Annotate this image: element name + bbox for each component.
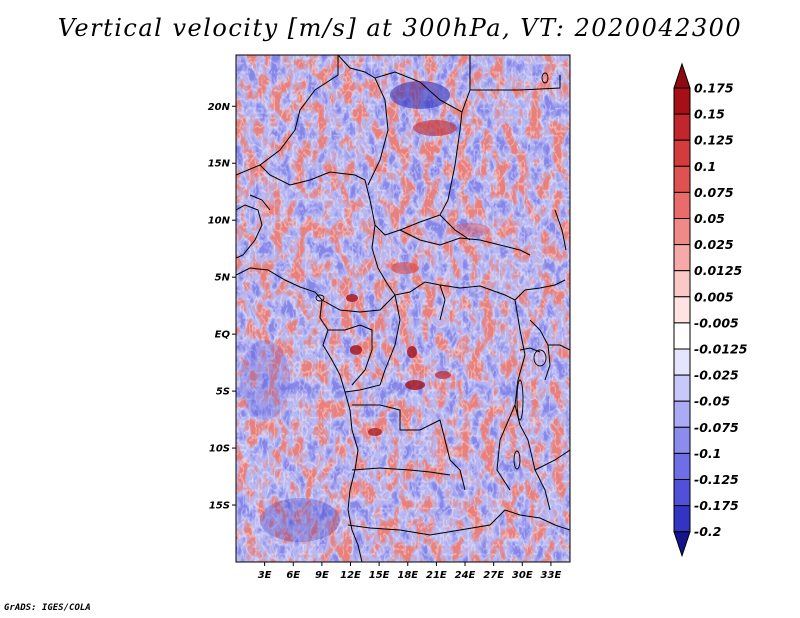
velocity-field bbox=[236, 55, 570, 562]
colorbar-bin bbox=[673, 322, 691, 350]
colorbar-bin bbox=[673, 479, 691, 507]
lat-tick-label: 15S bbox=[209, 501, 230, 512]
colorbar-bin bbox=[673, 191, 691, 219]
colorbar-label: -0.1 bbox=[694, 446, 721, 461]
lon-tick-label: 30E bbox=[512, 570, 533, 581]
lat-tick-label: 10S bbox=[209, 444, 230, 455]
map-frame bbox=[235, 54, 571, 563]
lat-tick-label: 5S bbox=[216, 387, 230, 398]
lon-tick-label: 24E bbox=[455, 570, 476, 581]
colorbar: 0.175 0.15 0.125 0.1 0.075 0.05 0.025 0.0125 0.0… bbox=[673, 62, 748, 558]
colorbar-label: -0.025 bbox=[694, 368, 739, 383]
colorbar-label: -0.2 bbox=[694, 524, 721, 539]
lon-tick-label: 3E bbox=[258, 570, 272, 581]
colorbar-bin bbox=[673, 113, 691, 141]
colorbar-label: 0.05 bbox=[694, 211, 725, 226]
colorbar-bin bbox=[673, 505, 691, 533]
lat-tick-label: 20N bbox=[208, 102, 231, 113]
colorbar-label: 0.1 bbox=[694, 159, 716, 174]
lon-tick-label: 21E bbox=[426, 570, 447, 581]
lat-tick-label: 10N bbox=[208, 216, 231, 227]
colorbar-bin bbox=[673, 87, 691, 115]
lon-tick-label: 15E bbox=[369, 570, 390, 581]
colorbar-label: -0.175 bbox=[694, 498, 739, 513]
colorbar-label: 0.0125 bbox=[694, 263, 743, 278]
colorbar-label: 0.025 bbox=[694, 237, 734, 252]
country-borders bbox=[236, 55, 570, 562]
longitude-axis: 3E 6E 9E 12E 15E 18E 21E 24E 27E 30E 33E bbox=[258, 562, 562, 581]
colorbar-bin bbox=[673, 244, 691, 272]
colorbar-bin bbox=[673, 426, 691, 454]
colorbar-label: 0.125 bbox=[694, 133, 734, 148]
colorbar-top-arrow bbox=[673, 62, 691, 89]
lat-tick-label: 15N bbox=[208, 159, 231, 170]
grads-credit: GrADS: IGES/COLA bbox=[4, 603, 91, 613]
colorbar-bin bbox=[673, 374, 691, 402]
lakes bbox=[315, 72, 549, 470]
lon-tick-label: 9E bbox=[315, 570, 329, 581]
colorbar-bin bbox=[673, 400, 691, 428]
colorbar-bin bbox=[673, 270, 691, 298]
colorbar-label: 0.005 bbox=[694, 289, 734, 304]
colorbar-label: -0.005 bbox=[694, 315, 739, 330]
colorbar-label: -0.075 bbox=[694, 420, 739, 435]
colorbar-label: -0.0125 bbox=[694, 342, 748, 357]
colorbar-bin bbox=[673, 348, 691, 376]
lon-tick-label: 27E bbox=[483, 570, 504, 581]
colorbar-label: -0.125 bbox=[694, 472, 739, 487]
lat-tick-label: 5N bbox=[215, 273, 231, 284]
latitude-axis: 20N 15N 10N 5N EQ 5S 10S 15S bbox=[208, 102, 236, 512]
map-title: Vertical velocity [m/s] at 300hPa, VT: 2… bbox=[57, 14, 743, 42]
colorbar-bin bbox=[673, 165, 691, 193]
colorbar-bin bbox=[673, 452, 691, 480]
strong-cells bbox=[240, 81, 490, 542]
colorbar-bin bbox=[673, 296, 691, 324]
colorbar-bottom-arrow bbox=[673, 531, 691, 558]
colorbar-label: 0.175 bbox=[694, 81, 734, 96]
lon-tick-label: 6E bbox=[286, 570, 300, 581]
colorbar-label: 0.075 bbox=[694, 185, 734, 200]
lon-tick-label: 12E bbox=[340, 570, 361, 581]
colorbar-bin bbox=[673, 139, 691, 167]
colorbar-bin bbox=[673, 218, 691, 246]
lon-tick-label: 18E bbox=[397, 570, 418, 581]
colorbar-label: 0.15 bbox=[694, 107, 725, 122]
lat-tick-label: EQ bbox=[215, 330, 231, 341]
colorbar-label: -0.05 bbox=[694, 394, 730, 409]
lon-tick-label: 33E bbox=[541, 570, 562, 581]
